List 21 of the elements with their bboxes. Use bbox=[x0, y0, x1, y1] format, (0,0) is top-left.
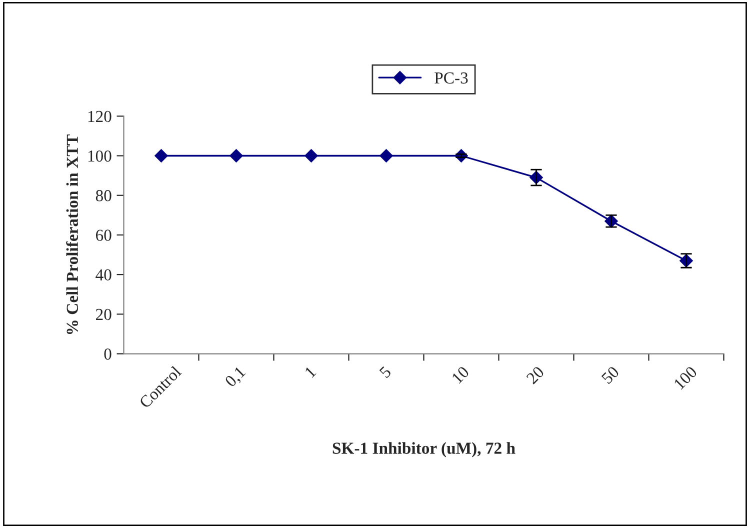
y-tick-label: 80 bbox=[96, 190, 112, 202]
point bbox=[304, 149, 318, 162]
y-tick-label: 20 bbox=[96, 308, 112, 320]
point bbox=[230, 149, 243, 162]
x-tick-label: 50 bbox=[601, 366, 620, 384]
x-tick-label: 10 bbox=[451, 366, 470, 384]
point bbox=[154, 149, 168, 162]
x-tick-label: 20 bbox=[526, 366, 545, 384]
x-tick-label: 5 bbox=[379, 366, 392, 378]
point bbox=[380, 149, 393, 162]
x-axis-title: SK-1 Inhibitor (uM), 72 h bbox=[332, 442, 516, 458]
y-tick-label: 40 bbox=[96, 269, 112, 281]
y-axis-title: % Cell Proliferation in XTT bbox=[66, 134, 78, 334]
legend-label: PC-3 bbox=[434, 72, 468, 84]
x-tick-label: 100 bbox=[673, 366, 698, 390]
y-tick-label: 120 bbox=[88, 110, 112, 122]
x-tick-label: 0,1 bbox=[224, 366, 248, 390]
y-tick-label: 0 bbox=[104, 348, 112, 360]
y-tick-label: 60 bbox=[96, 230, 112, 241]
x-tick-label: 1 bbox=[304, 366, 316, 378]
y-tick-label: 100 bbox=[88, 150, 112, 162]
